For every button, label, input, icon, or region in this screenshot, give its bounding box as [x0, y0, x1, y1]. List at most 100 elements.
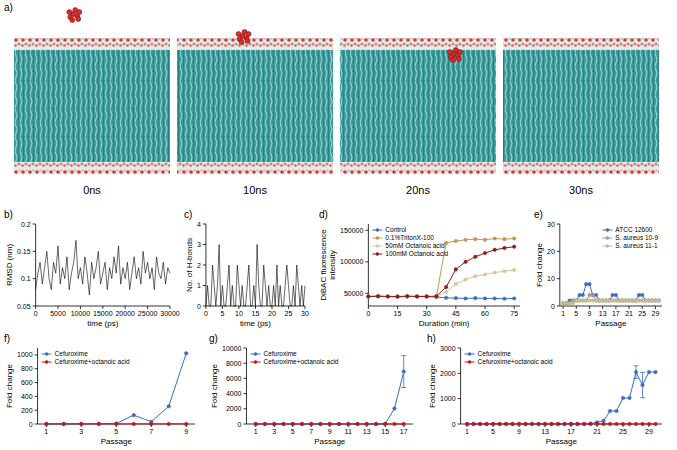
data-point: [62, 422, 66, 426]
data-point: [300, 422, 304, 426]
series-line: [36, 240, 170, 295]
data-point: [386, 295, 390, 299]
x-tick-label: 10: [235, 310, 243, 317]
data-point: [621, 299, 625, 303]
x-tick-label: 17: [567, 428, 575, 435]
x-tick: [589, 306, 590, 309]
data-point: [588, 299, 592, 303]
data-point: [581, 299, 585, 303]
y-axis-title: DiBAC fluorescenceintensity: [319, 229, 337, 301]
x-tick-label: 75: [510, 310, 518, 317]
x-tick-label: 13: [363, 428, 371, 435]
data-point: [80, 422, 84, 426]
data-point: [617, 299, 621, 303]
data-point: [581, 293, 585, 297]
data-point: [149, 422, 153, 426]
y-axis-line: [35, 224, 36, 306]
data-point: [491, 422, 495, 426]
data-point: [435, 295, 439, 299]
data-point: [454, 282, 458, 286]
data-point: [571, 301, 575, 305]
y-tick: [557, 278, 560, 279]
md-frame: 10ns: [177, 30, 333, 197]
panel-label: h): [427, 333, 436, 344]
data-point: [617, 299, 621, 303]
data-point: [425, 294, 429, 298]
data-point: [530, 422, 534, 426]
y-tick: [33, 224, 36, 225]
lipid-tails: [14, 48, 170, 164]
y-tick: [557, 306, 560, 307]
x-tick: [147, 306, 148, 309]
data-point: [614, 293, 618, 297]
lipid-tails: [340, 48, 496, 164]
data-point: [337, 422, 341, 426]
data-point: [167, 405, 171, 409]
data-point: [498, 422, 502, 426]
data-point: [634, 370, 638, 374]
data-point: [569, 422, 573, 426]
data-point: [444, 290, 448, 294]
y-tick: [243, 408, 246, 409]
panel-label: g): [209, 333, 218, 344]
panel-label: e): [534, 209, 543, 220]
data-point: [346, 422, 350, 426]
legend-marker: [45, 360, 49, 364]
plot-data: [465, 366, 657, 426]
y-tick: [33, 278, 36, 279]
plot-data: [36, 240, 170, 295]
x-tick-label: 45: [452, 310, 460, 317]
data-point: [594, 299, 598, 303]
legend-label: Cefuroxime: [263, 350, 297, 357]
x-tick: [238, 306, 239, 309]
x-tick-label: 9: [184, 428, 188, 435]
y-tick-label: 50000: [344, 290, 364, 297]
y-tick: [35, 424, 38, 425]
y-tick-label: 0.1: [21, 275, 31, 282]
x-tick: [602, 306, 603, 309]
panel-label: d): [319, 209, 328, 220]
y-tick-label: 20: [547, 248, 555, 255]
x-tick-label: 1: [561, 310, 565, 317]
x-tick-label: 20000: [115, 310, 135, 317]
x-tick-label: 10000: [71, 310, 91, 317]
y-tick: [35, 410, 38, 411]
series-line: [563, 284, 659, 303]
legend-marker: [606, 228, 610, 232]
series-line: [46, 353, 186, 424]
data-point: [578, 299, 582, 303]
data-point: [530, 422, 534, 426]
y-tick-label: 0.05: [17, 303, 31, 310]
data-point: [263, 422, 267, 426]
data-point: [647, 299, 651, 303]
legend-marker: [376, 236, 380, 240]
data-point: [454, 268, 458, 272]
data-point: [80, 422, 84, 426]
data-point: [591, 299, 595, 303]
data-point: [291, 422, 295, 426]
data-point: [637, 299, 641, 303]
data-point: [402, 370, 406, 374]
data-point: [415, 294, 419, 298]
data-point: [644, 299, 648, 303]
chart-panel: d)DiBAC fluorescenceintensity50000100000…: [319, 209, 520, 328]
data-point: [631, 299, 635, 303]
y-tick: [243, 348, 246, 349]
head-groups: [14, 162, 170, 174]
data-point: [582, 422, 586, 426]
lipid-tails: [177, 48, 333, 164]
y-axis-line: [246, 348, 247, 424]
y-tick: [458, 373, 461, 374]
data-point: [588, 282, 592, 286]
x-tick: [455, 306, 456, 309]
data-point: [611, 299, 615, 303]
molecule-atom: [457, 50, 462, 55]
data-point: [319, 422, 323, 426]
data-point: [272, 422, 276, 426]
y-tick-label: 1: [197, 282, 201, 289]
data-point: [435, 295, 439, 299]
x-tick: [305, 306, 306, 309]
data-point: [167, 422, 171, 426]
plot-data: [254, 356, 406, 426]
series-line: [368, 247, 514, 297]
